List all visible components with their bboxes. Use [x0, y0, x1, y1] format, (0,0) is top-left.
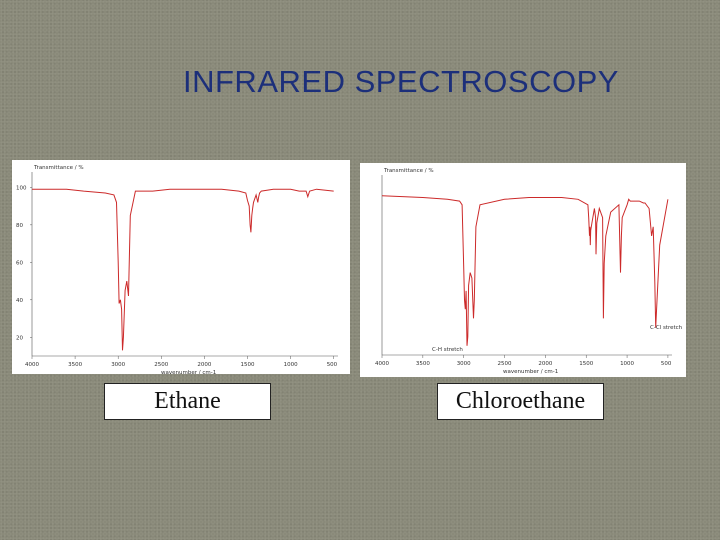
- annotation-ccl-stretch: C-Cl stretch: [650, 325, 683, 331]
- x-tick-label: 3500: [68, 362, 82, 368]
- x-tick-label: 2500: [498, 361, 512, 367]
- spectrum-line: [32, 188, 334, 351]
- ethane-spectrum-chart: Transmittance / % 20 40 60 80 100 4000 3500 3000…: [16, 165, 338, 374]
- x-axis-label: wavenumber / cm-1: [161, 370, 216, 374]
- annotation-ch-stretch: C-H stretch: [432, 347, 463, 353]
- x-tick-label: 1500: [240, 362, 254, 368]
- x-tick-label: 3000: [457, 361, 471, 367]
- x-tick-label: 2500: [154, 362, 168, 368]
- x-tick-label: 3500: [416, 361, 430, 367]
- x-tick-label: 500: [661, 361, 672, 367]
- y-tick-label: 60: [16, 260, 23, 266]
- y-tick-label: 20: [16, 335, 23, 341]
- ethane-label-text: Ethane: [154, 388, 221, 414]
- x-tick-label: 2000: [538, 361, 552, 367]
- chloroethane-spectrum-chart: Transmittance / % 4000 3500 3000 2500 2000 150…: [375, 168, 683, 375]
- y-tick-label: 100: [16, 185, 27, 191]
- y-tick-label: 40: [16, 298, 23, 304]
- ethane-spectrum-panel: Transmittance / % 20 40 60 80 100 4000 3500 3000…: [12, 160, 350, 374]
- x-tick-label: 4000: [25, 362, 39, 368]
- slide-title: INFRARED SPECTROSCOPY: [183, 64, 619, 99]
- x-axis-label: wavenumber / cm-1: [503, 369, 558, 375]
- y-tick-label: 80: [16, 223, 23, 229]
- chloroethane-label: Chloroethane: [437, 383, 604, 420]
- x-tick-label: 1500: [579, 361, 593, 367]
- x-tick-label: 1000: [284, 362, 298, 368]
- ethane-label: Ethane: [104, 383, 271, 420]
- x-tick-label: 3000: [111, 362, 125, 368]
- x-tick-label: 2000: [197, 362, 211, 368]
- spectrum-line: [381, 195, 669, 346]
- x-tick-label: 500: [327, 362, 338, 368]
- x-tick-label: 1000: [620, 361, 634, 367]
- chloroethane-label-text: Chloroethane: [455, 388, 586, 414]
- y-axis-label: Transmittance / %: [383, 168, 434, 174]
- x-tick-label: 4000: [375, 361, 389, 367]
- y-axis-label: Transmittance / %: [33, 165, 84, 171]
- chloroethane-spectrum-panel: Transmittance / % 4000 3500 3000 2500 2000 150…: [360, 163, 686, 377]
